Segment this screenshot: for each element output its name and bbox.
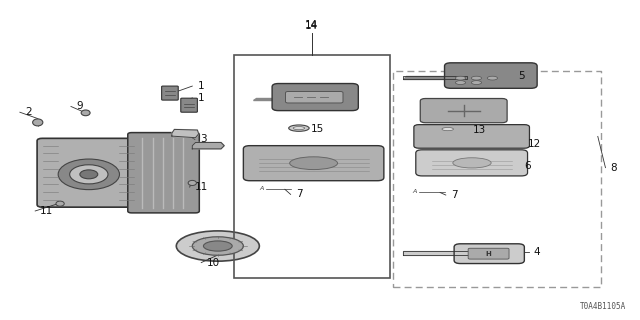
Bar — [234, 55, 390, 278]
Text: 5: 5 — [518, 71, 525, 81]
Ellipse shape — [471, 76, 481, 80]
Text: 11: 11 — [40, 206, 54, 216]
Text: 14: 14 — [305, 21, 318, 31]
Polygon shape — [192, 142, 224, 149]
Ellipse shape — [58, 159, 120, 190]
Text: 15: 15 — [311, 124, 324, 134]
Ellipse shape — [453, 158, 491, 168]
Ellipse shape — [293, 126, 305, 130]
FancyBboxPatch shape — [420, 99, 507, 123]
Text: 7: 7 — [296, 189, 302, 199]
Text: 10: 10 — [206, 258, 220, 268]
Polygon shape — [403, 76, 467, 79]
Ellipse shape — [188, 180, 196, 186]
FancyBboxPatch shape — [243, 146, 384, 181]
Text: 9: 9 — [76, 101, 83, 111]
Polygon shape — [253, 98, 314, 100]
Text: A: A — [412, 189, 417, 194]
Ellipse shape — [56, 201, 64, 206]
Text: 3: 3 — [200, 134, 207, 144]
Ellipse shape — [81, 110, 90, 116]
Text: A: A — [259, 186, 264, 191]
Ellipse shape — [456, 76, 466, 80]
Ellipse shape — [70, 165, 108, 184]
Ellipse shape — [456, 81, 466, 84]
Ellipse shape — [33, 119, 43, 126]
Text: T0A4B1105A: T0A4B1105A — [580, 302, 627, 311]
FancyBboxPatch shape — [272, 84, 358, 111]
Ellipse shape — [487, 76, 497, 80]
Text: 2: 2 — [25, 107, 31, 117]
Ellipse shape — [176, 231, 259, 261]
Ellipse shape — [80, 170, 98, 179]
Text: 11: 11 — [195, 182, 208, 192]
Ellipse shape — [204, 241, 232, 251]
FancyBboxPatch shape — [37, 138, 140, 207]
FancyBboxPatch shape — [162, 86, 178, 100]
Ellipse shape — [442, 127, 454, 131]
Text: 4: 4 — [534, 247, 541, 257]
Text: 13: 13 — [473, 125, 486, 135]
FancyBboxPatch shape — [180, 98, 197, 112]
Text: 1: 1 — [197, 93, 204, 103]
Text: 14: 14 — [305, 20, 318, 30]
Text: 7: 7 — [451, 190, 458, 200]
Text: 6: 6 — [524, 161, 531, 171]
FancyBboxPatch shape — [285, 92, 343, 103]
Text: 1: 1 — [197, 81, 204, 91]
FancyBboxPatch shape — [454, 244, 524, 264]
Polygon shape — [172, 129, 198, 138]
Ellipse shape — [290, 157, 337, 170]
FancyBboxPatch shape — [128, 132, 199, 213]
FancyBboxPatch shape — [468, 248, 509, 259]
Ellipse shape — [192, 237, 243, 255]
Text: 8: 8 — [611, 163, 617, 173]
FancyBboxPatch shape — [414, 124, 529, 148]
Text: H: H — [486, 251, 492, 257]
FancyBboxPatch shape — [445, 63, 537, 88]
Text: 12: 12 — [527, 139, 541, 149]
Polygon shape — [403, 252, 472, 255]
Ellipse shape — [436, 125, 460, 132]
Ellipse shape — [289, 125, 309, 131]
FancyBboxPatch shape — [416, 150, 527, 176]
Ellipse shape — [471, 81, 481, 84]
